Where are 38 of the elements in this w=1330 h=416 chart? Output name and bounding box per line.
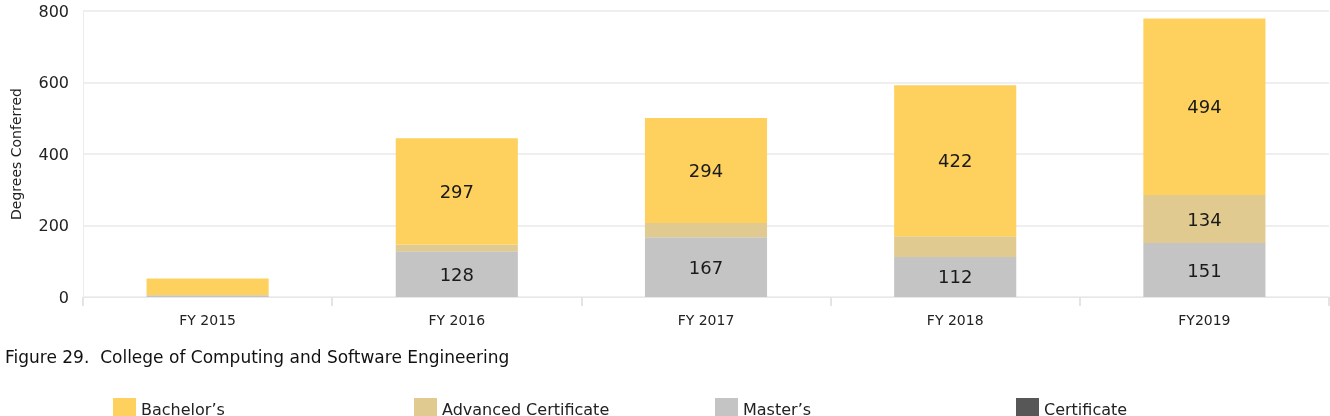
bar <box>894 85 1017 237</box>
x-tick-label: FY 2016 <box>428 312 486 328</box>
legend-label: Bachelor’s <box>141 400 225 416</box>
bar <box>1143 195 1266 244</box>
x-tick-label: FY 2015 <box>179 312 236 328</box>
bar <box>894 236 1017 257</box>
bar <box>395 244 518 252</box>
bar <box>395 251 518 297</box>
bar <box>1143 243 1266 297</box>
data-label: 422 <box>938 150 973 172</box>
y-tick-label: 800 <box>38 1 69 21</box>
data-label: 494 <box>1187 96 1222 118</box>
legend-label: Certificate <box>1044 400 1128 416</box>
bar <box>644 117 768 223</box>
data-label: 294 <box>688 159 724 181</box>
y-axis-title: Degrees Conferred <box>8 88 24 220</box>
y-tick-label: 200 <box>38 216 69 235</box>
data-label: 112 <box>938 266 973 288</box>
data-label: 167 <box>688 256 724 278</box>
bar <box>1143 18 1266 196</box>
data-label: 151 <box>1187 259 1222 281</box>
bar <box>395 138 518 245</box>
x-tick-label: FY 2017 <box>677 312 735 328</box>
legend-label: Master’s <box>743 400 812 416</box>
bar <box>146 278 269 296</box>
x-tick-label: FY 2018 <box>926 312 984 328</box>
bar <box>894 256 1017 297</box>
legend-label: Advanced Certificate <box>442 400 610 416</box>
data-label: 297 <box>439 180 474 202</box>
y-tick-label: 0 <box>58 287 69 307</box>
x-tick-label: FY2019 <box>1178 312 1231 328</box>
bar <box>644 223 768 238</box>
y-tick-label: 600 <box>38 73 69 92</box>
y-tick-label: 400 <box>38 144 69 164</box>
data-label: 128 <box>439 263 474 285</box>
data-label: 134 <box>1187 208 1222 230</box>
text: Figure 29. College of Computing and Software Engineering <box>5 346 510 367</box>
bar <box>644 237 768 297</box>
